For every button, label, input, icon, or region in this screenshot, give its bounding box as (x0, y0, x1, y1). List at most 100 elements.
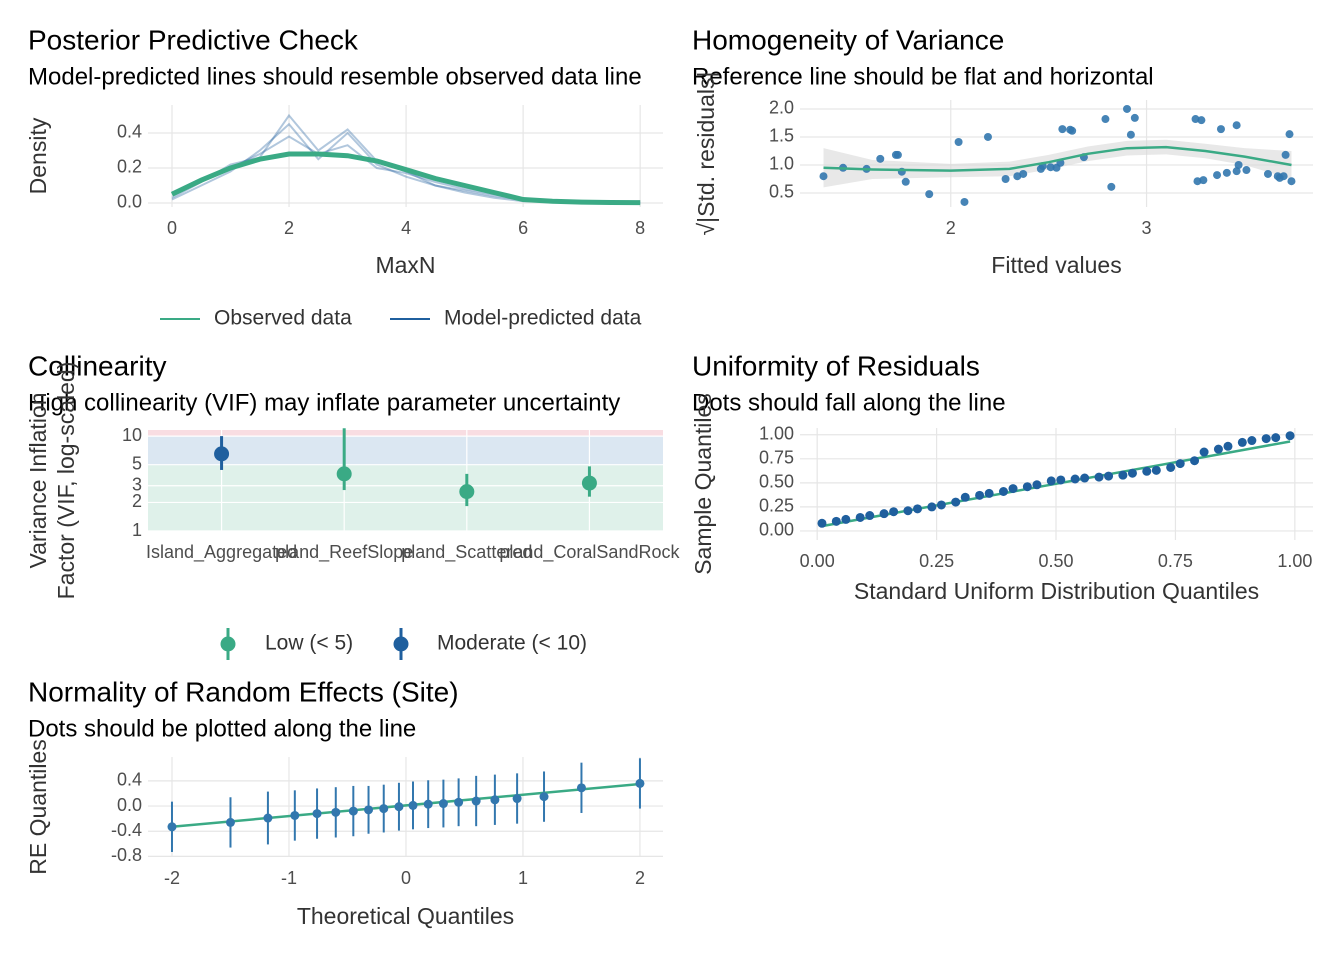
point (1056, 475, 1066, 485)
point (1234, 160, 1243, 169)
point (1118, 470, 1128, 480)
point (960, 492, 970, 502)
point (1281, 150, 1290, 159)
x-tick-label: 0.75 (1158, 551, 1193, 571)
chart-subtitle: Dots should be plotted along the line (28, 715, 416, 742)
chart-title: Posterior Predictive Check (28, 24, 359, 55)
zone (148, 436, 663, 465)
point (512, 794, 522, 804)
point (903, 506, 913, 516)
x-tick-label: 0.50 (1038, 551, 1073, 571)
point (459, 484, 475, 500)
point (364, 805, 374, 815)
point (331, 807, 341, 817)
point (1070, 474, 1080, 484)
point (879, 509, 889, 519)
x-tick-label: 3 (1142, 218, 1152, 238)
point (214, 446, 230, 462)
point (951, 497, 961, 507)
point (913, 504, 923, 514)
point (438, 799, 448, 809)
x-axis-title: Standard Uniform Distribution Quantiles (854, 578, 1259, 604)
point (471, 796, 481, 806)
x-tick-label: 1.00 (1277, 551, 1312, 571)
point (901, 177, 910, 186)
point (1190, 456, 1200, 466)
point (1094, 472, 1104, 482)
x-tick-label: 0 (401, 868, 411, 888)
point (263, 813, 273, 823)
x-tick-label: pland_ReefSlope (275, 542, 413, 563)
y-tick-label: 0.4 (117, 770, 142, 790)
y-tick-label: 1.5 (769, 126, 794, 146)
point (855, 512, 865, 522)
x-tick-label: 6 (518, 218, 528, 238)
y-tick-label: 1.0 (769, 154, 794, 174)
point (1279, 172, 1288, 181)
point (1271, 433, 1281, 443)
point (983, 132, 992, 141)
point (1058, 125, 1067, 134)
point (1199, 447, 1209, 457)
point (423, 799, 433, 809)
point (876, 154, 885, 163)
y-tick-label: 0.75 (759, 448, 794, 468)
point (1213, 444, 1223, 454)
y-tick-label: -0.4 (111, 820, 142, 840)
x-tick-label: 2 (284, 218, 294, 238)
point (1263, 169, 1272, 178)
y-axis-title: Sample Quantiles (690, 393, 716, 575)
y-tick-label: 0.5 (769, 182, 794, 202)
y-tick-label: 0.50 (759, 472, 794, 492)
y-tick-label: 5 (132, 453, 142, 473)
smooth-line (823, 145, 1292, 172)
reference-line (171, 782, 641, 829)
chart-title: Collinearity (28, 350, 167, 381)
point (336, 466, 352, 482)
y-axis-title: Factor (VIF, log-scaled) (53, 362, 79, 600)
observed-line (170, 151, 641, 206)
point (889, 507, 899, 517)
point (817, 518, 827, 528)
point (831, 516, 841, 526)
x-axis-title: Fitted values (991, 252, 1121, 278)
point (454, 797, 464, 807)
y-axis-title: Density (25, 117, 51, 194)
point (975, 490, 985, 500)
y-tick-label: 0.4 (117, 122, 142, 142)
point (865, 511, 875, 521)
point (1199, 176, 1208, 185)
x-tick-label: 1 (518, 868, 528, 888)
point (1142, 466, 1152, 476)
point (1223, 441, 1233, 451)
point (1019, 169, 1028, 178)
chart-title: Uniformity of Residuals (692, 350, 980, 381)
y-tick-label: 10 (122, 425, 142, 445)
point (1247, 436, 1257, 446)
point (893, 150, 902, 159)
point (167, 822, 177, 832)
point (1222, 168, 1231, 177)
x-axis-title: MaxN (375, 252, 435, 278)
y-tick-label: 0.25 (759, 496, 794, 516)
chart-subtitle: High collinearity (VIF) may inflate para… (28, 389, 620, 416)
x-tick-label: pland_CoralSandRock (499, 542, 680, 563)
x-tick-label: 0 (167, 218, 177, 238)
point (312, 809, 322, 819)
point (581, 475, 597, 491)
y-tick-label: 0.00 (759, 520, 794, 540)
point (1032, 480, 1042, 490)
point (984, 488, 994, 498)
point (1046, 476, 1056, 486)
point (1175, 459, 1185, 469)
legend-label: Low (< 5) (265, 632, 353, 655)
y-tick-label: -0.8 (111, 845, 142, 865)
x-tick-label: -1 (281, 868, 297, 888)
point (1232, 167, 1241, 176)
chart-title: Normality of Random Effects (Site) (28, 676, 459, 707)
y-tick-label: 0.0 (117, 192, 142, 212)
point (576, 783, 586, 793)
point (1080, 473, 1090, 483)
point (1287, 177, 1296, 186)
